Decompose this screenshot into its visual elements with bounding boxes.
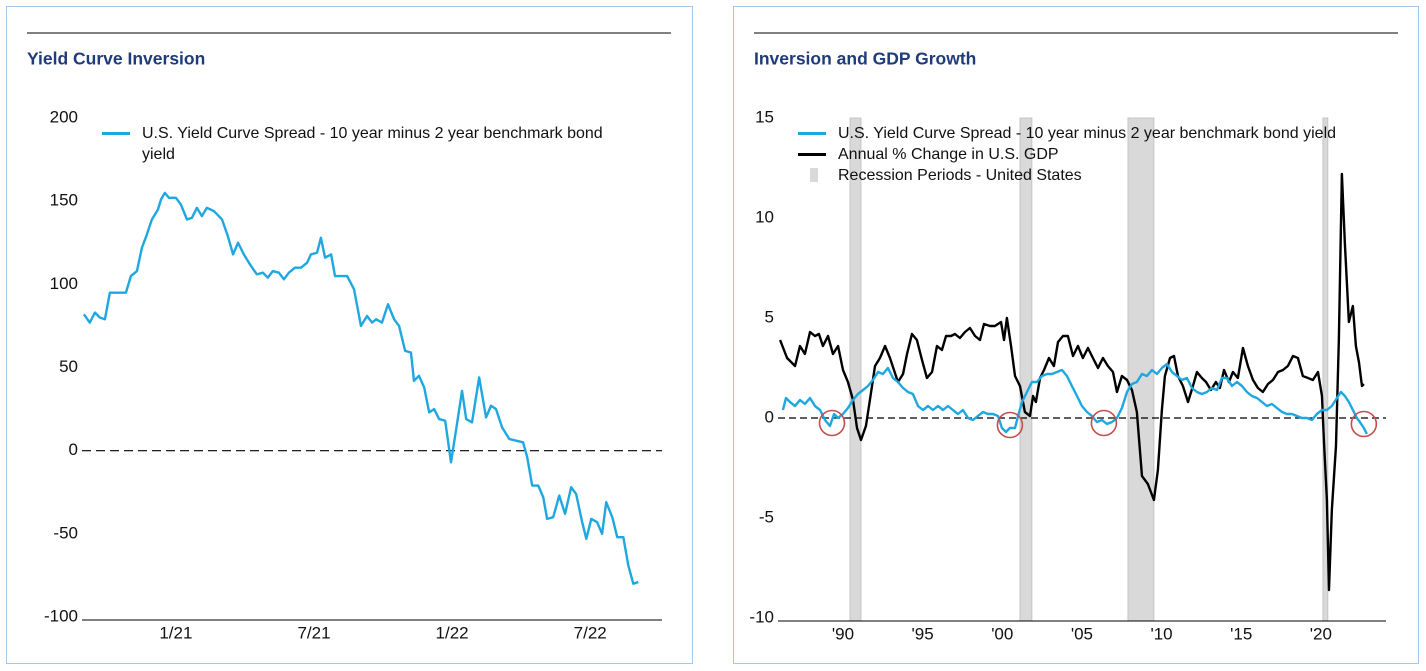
recession-band (1127, 117, 1155, 622)
y-tick-label: -10 (749, 607, 774, 626)
legend-label: U.S. Yield Curve Spread - 10 year minus … (142, 125, 603, 163)
y-tick-label: 15 (755, 107, 774, 126)
y-tick-label: 0 (69, 440, 78, 459)
y-tick-label: -50 (53, 523, 78, 542)
legend: U.S. Yield Curve Spread - 10 year minus … (798, 123, 1373, 186)
y-tick-label: 10 (755, 207, 774, 226)
chart-title: Inversion and GDP Growth (754, 49, 976, 69)
x-tick-label: '90 (832, 624, 854, 643)
y-tick-label: 200 (50, 107, 78, 126)
series-line (781, 362, 1368, 435)
highlight-circle (818, 409, 846, 437)
recession-band (849, 117, 862, 622)
y-tick-label: 100 (50, 274, 78, 293)
panel (6, 6, 693, 664)
x-tick-label: '05 (1071, 624, 1093, 643)
y-tick-label: 0 (765, 407, 774, 426)
x-tick-label: 1/21 (159, 623, 192, 642)
x-tick-label: '20 (1310, 624, 1332, 643)
panel (733, 6, 1419, 664)
highlight-circle (996, 411, 1024, 439)
x-tick-label: '10 (1150, 624, 1172, 643)
recession-band (1019, 117, 1033, 622)
x-tick-label: '15 (1230, 624, 1252, 643)
highlight-circle (1350, 410, 1378, 438)
x-tick-label: 1/22 (436, 623, 469, 642)
legend-entry: U.S. Yield Curve Spread - 10 year minus … (798, 123, 1373, 144)
legend-entry: U.S. Yield Curve Spread - 10 year minus … (102, 123, 607, 165)
legend-swatch (798, 132, 826, 135)
legend-entry: Annual % Change in U.S. GDP (798, 144, 1373, 165)
legend-swatch (810, 168, 818, 182)
legend-label: Recession Periods - United States (838, 167, 1082, 184)
legend: U.S. Yield Curve Spread - 10 year minus … (102, 123, 607, 165)
legend-label: Annual % Change in U.S. GDP (838, 146, 1059, 163)
y-tick-label: 150 (50, 191, 78, 210)
x-tick-label: '00 (991, 624, 1013, 643)
y-tick-label: -5 (759, 507, 774, 526)
series-line (82, 191, 639, 585)
highlight-circle (1090, 409, 1118, 437)
legend-swatch (798, 153, 826, 156)
series-line (778, 172, 1365, 592)
y-tick-label: 5 (765, 307, 774, 326)
legend-swatch (102, 132, 130, 135)
x-tick-label: 7/21 (297, 623, 330, 642)
chart-title: Yield Curve Inversion (27, 49, 205, 69)
y-tick-label: -100 (44, 606, 78, 625)
legend-label: U.S. Yield Curve Spread - 10 year minus … (838, 125, 1337, 142)
x-tick-label: 7/22 (574, 623, 607, 642)
y-tick-label: 50 (59, 357, 78, 376)
legend-entry: Recession Periods - United States (798, 165, 1373, 186)
x-tick-label: '95 (912, 624, 934, 643)
